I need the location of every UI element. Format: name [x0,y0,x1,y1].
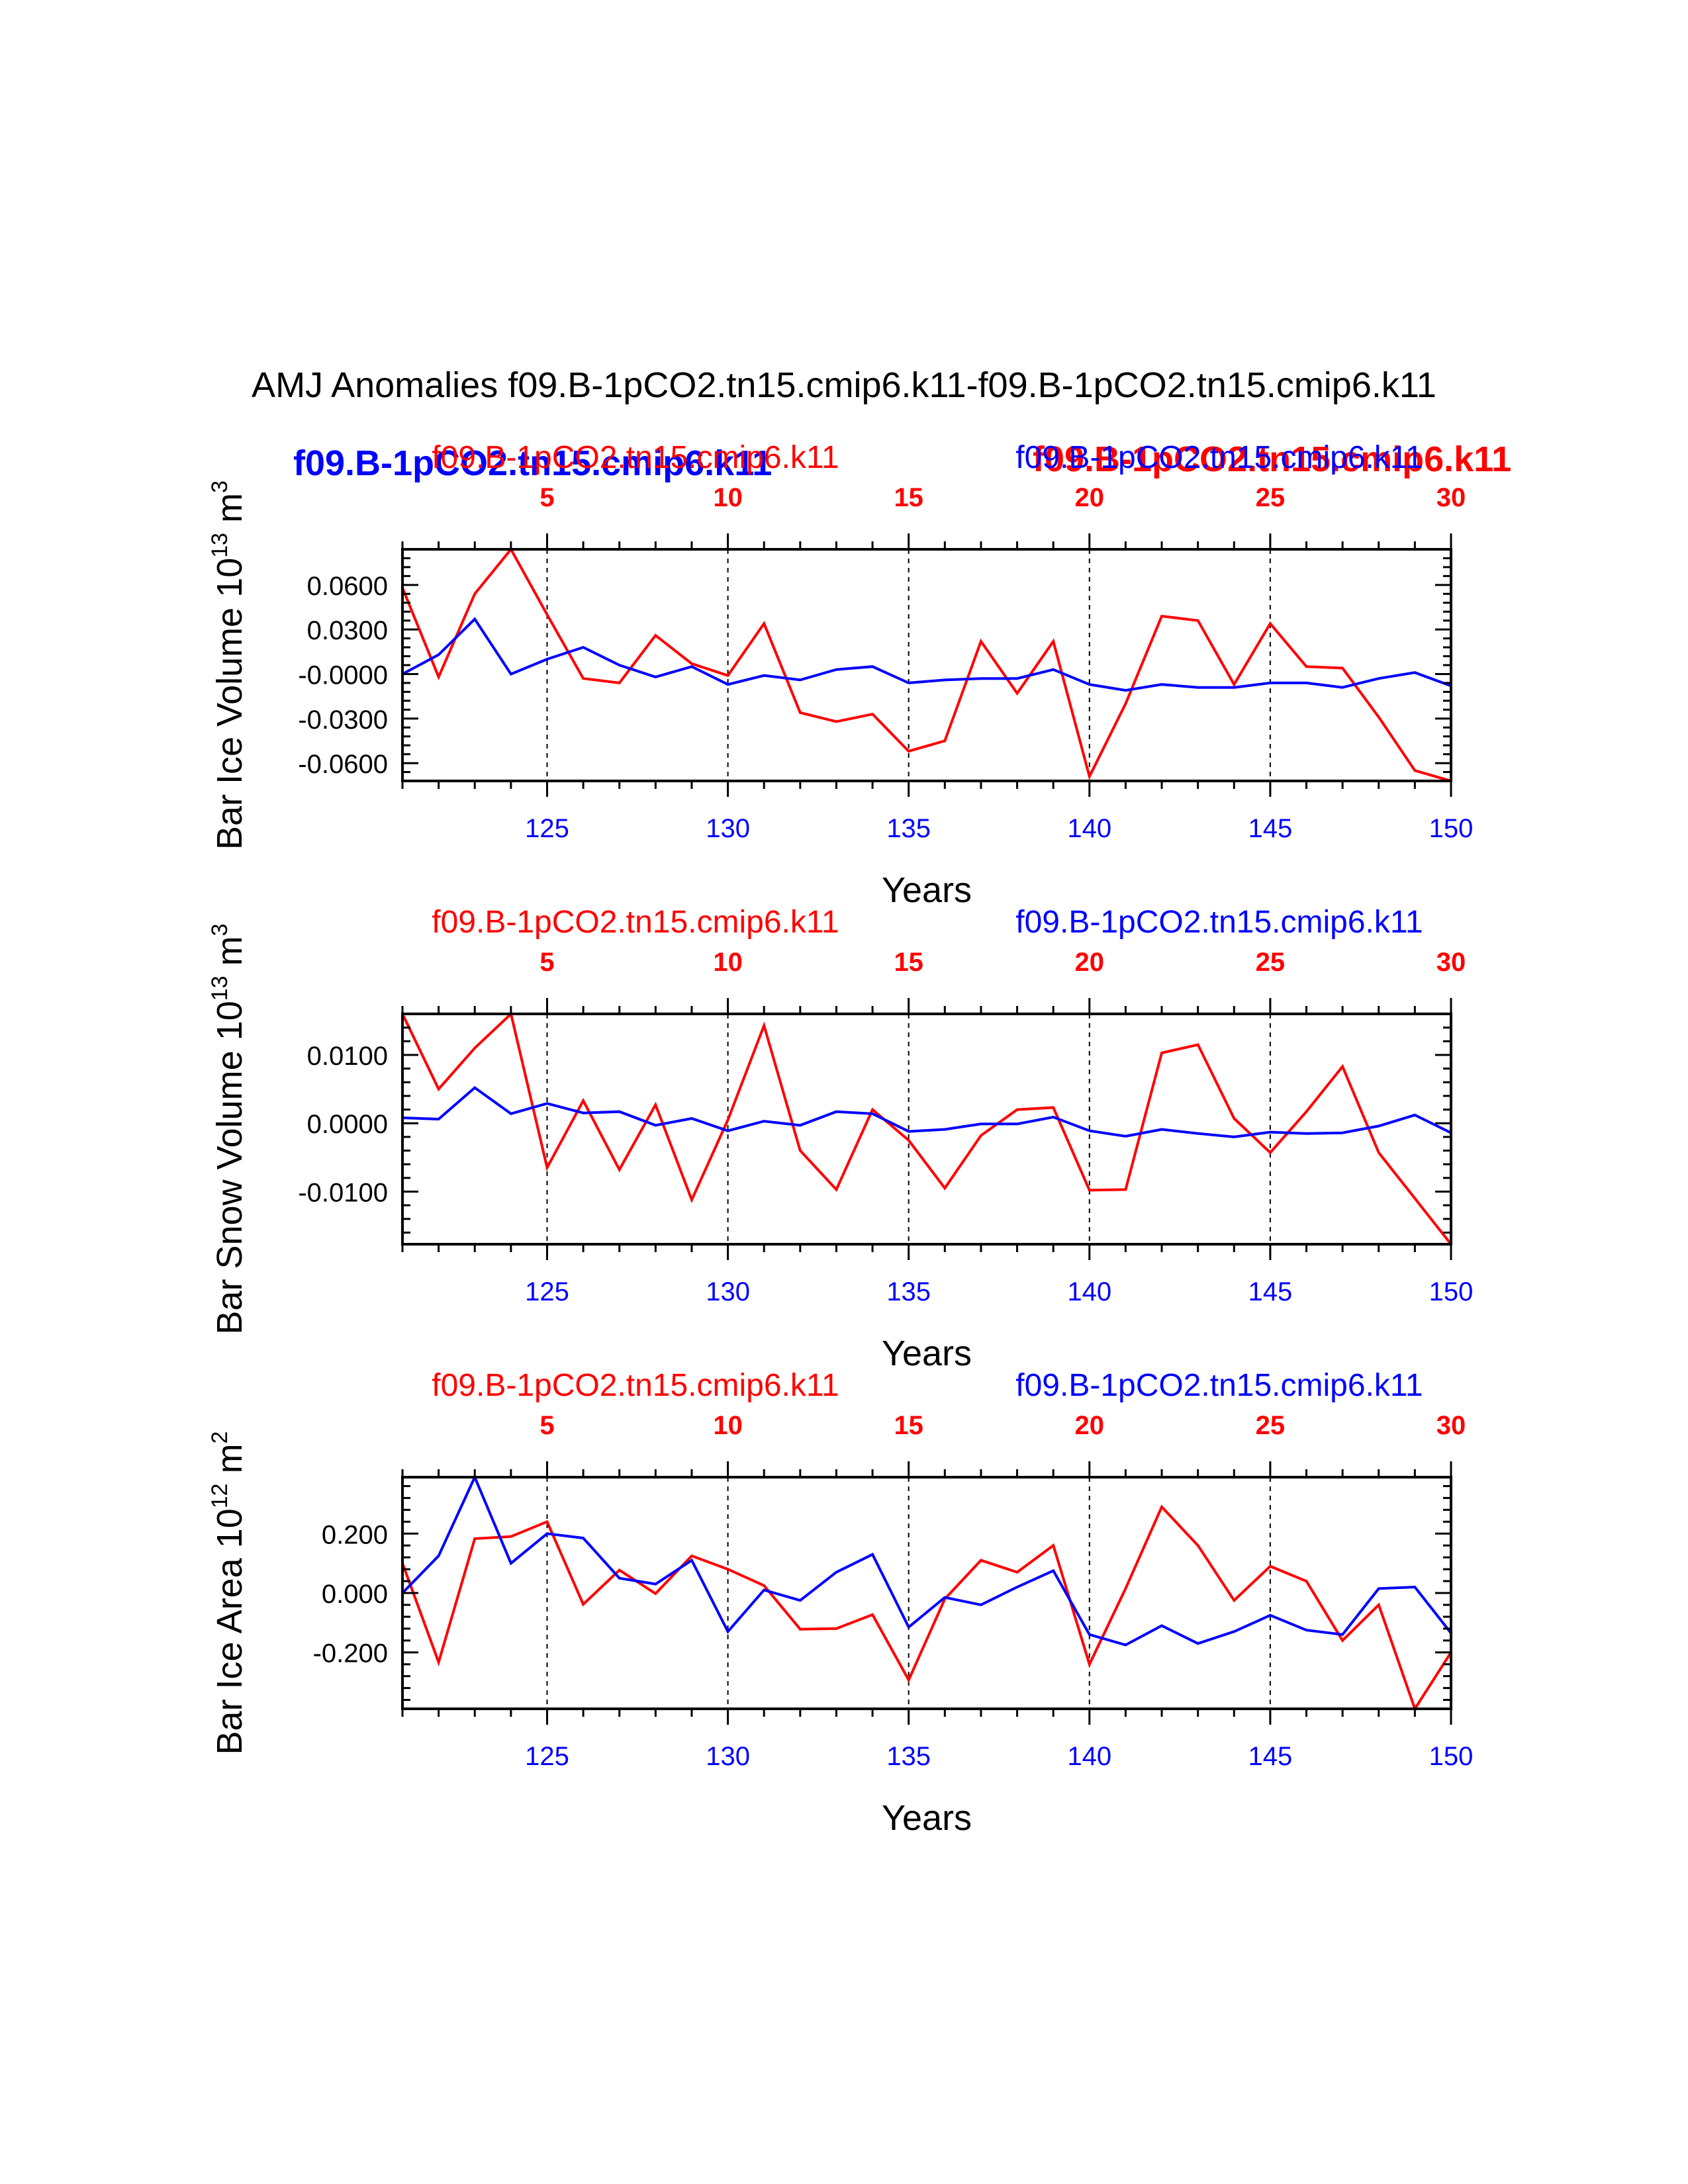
x-bottom-tick-label: 145 [1248,814,1293,843]
chart-panel-1: 0.0600 0.0300 -0.0000 -0.0300 -0.0600 125 130 1… [207,440,1473,910]
y-tick-label: -0.200 [313,1639,388,1668]
x-bottom-tick-label: 125 [525,1277,569,1306]
x-bottom-tick-label: 135 [886,1742,931,1771]
top-label-right: f09.B-1pCO2.tn15.cmip6.k11 [1015,1368,1423,1403]
series-line-blue [402,617,1452,692]
x-bottom-tick-label: 135 [886,1277,931,1306]
y-tick-label: -0.0300 [298,705,388,735]
y-axis-label: Bar Ice Area 1012 m2 [207,1432,250,1755]
x-bottom-tick-label: 150 [1429,814,1474,843]
top-label-left: f09.B-1pCO2.tn15.cmip6.k11 [432,1368,839,1403]
x-top-tick-label: 25 [1256,1411,1286,1440]
y-tick-label: 0.0000 [307,1110,388,1139]
x-bottom-tick-label: 140 [1067,814,1111,843]
y-axis-label-text: Bar Ice Volume 10 [210,558,250,850]
x-top-tick-label: 15 [894,948,923,977]
y-axis-label-text: Bar Snow Volume 10 [210,1001,250,1334]
x-bottom-tick-label: 150 [1429,1277,1474,1306]
x-bottom-tick-label: 125 [525,814,569,843]
x-bottom-tick-label: 140 [1067,1277,1111,1306]
x-top-tick-label: 15 [894,1411,923,1440]
series-line-blue [402,1085,1452,1138]
y-axis-label-exponent: 12 [207,1483,232,1508]
x-axis-label: Years [882,870,972,910]
plot-frame [401,1013,1452,1246]
y-axis-label-exponent: 13 [207,533,232,558]
x-top-tick-label: 30 [1436,948,1466,977]
y-axis-label-unit-exponent: 3 [207,923,232,936]
x-top-tick-label: 5 [539,483,554,512]
x-bottom-tick-label: 140 [1067,1742,1111,1771]
x-bottom-tick-label: 145 [1248,1277,1293,1306]
x-top-tick-label: 5 [539,948,554,977]
series-line-blue [401,1474,1452,1647]
x-top-tick-label: 5 [539,1411,554,1440]
y-tick-label: -0.0600 [298,750,388,779]
y-axis-label-unit: m [210,936,250,976]
y-axis-label-exponent: 13 [207,976,232,1001]
y-tick-label: -0.0000 [298,660,388,690]
x-top-tick-label: 10 [713,483,743,512]
y-tick-label: -0.0100 [298,1178,388,1207]
x-bottom-tick-label: 135 [886,814,931,843]
y-axis-label: Bar Ice Volume 1013 m3 [207,480,250,850]
bold-label-blue: f09.B-1pCO2.tn15.cmip6.k11 [293,443,772,483]
x-bottom-tick-label: 130 [706,1742,750,1771]
series-line-red [401,1504,1452,1712]
x-bottom-tick-label: 130 [706,814,750,843]
bold-label-red: f09.B-1pCO2.tn15.cmip6.k11 [1033,439,1511,479]
y-tick-label: 0.0300 [307,616,388,645]
y-tick-label: 0.0600 [307,572,388,601]
y-tick-label: 0.200 [322,1520,388,1549]
figure-title: AMJ Anomalies f09.B-1pCO2.tn15.cmip6.k11… [252,365,1436,405]
series-line-red [401,547,1452,782]
top-label-right: f09.B-1pCO2.tn15.cmip6.k11 [1015,440,1423,475]
x-bottom-tick-label: 125 [525,1742,569,1771]
y-axis-label-unit: m [210,1443,250,1483]
top-label-right: f09.B-1pCO2.tn15.cmip6.k11 [1015,905,1423,940]
y-axis-label-text: Bar Ice Area 10 [210,1508,250,1754]
y-axis-label-unit-exponent: 3 [207,480,232,493]
x-top-tick-label: 15 [894,483,923,512]
x-top-tick-label: 10 [713,1411,743,1440]
x-top-tick-label: 30 [1436,1411,1466,1440]
y-tick-label: 0.000 [322,1580,388,1609]
x-top-tick-label: 10 [713,948,743,977]
top-label-left: f09.B-1pCO2.tn15.cmip6.k11 [432,905,839,940]
y-axis-label-unit-exponent: 2 [207,1432,232,1444]
x-top-tick-label: 20 [1075,948,1105,977]
x-top-tick-label: 30 [1436,483,1466,512]
x-top-tick-label: 25 [1256,483,1286,512]
x-axis-label: Years [882,1798,972,1838]
y-axis-label-unit: m [210,493,250,533]
x-bottom-tick-label: 150 [1429,1742,1474,1771]
y-axis-label: Bar Snow Volume 1013 m3 [207,923,250,1334]
x-bottom-tick-label: 145 [1248,1742,1293,1771]
x-axis-label: Years [882,1334,972,1373]
top-label-left: f09.B-1pCO2.tn15.cmip6.k11 [432,440,839,475]
x-top-tick-label: 20 [1075,1411,1105,1440]
chart-panel-3: 0.200 0.000 -0.200 125 130 135 140 145 150 5 10 15 2… [207,1368,1473,1838]
x-bottom-tick-label: 130 [706,1277,750,1306]
x-top-tick-label: 25 [1256,948,1286,977]
x-top-tick-label: 20 [1075,483,1105,512]
y-tick-label: 0.0100 [307,1042,388,1071]
chart-panel-2: 0.0100 0.0000 -0.0100 125 130 135 140 145 150 5 10… [207,905,1473,1373]
